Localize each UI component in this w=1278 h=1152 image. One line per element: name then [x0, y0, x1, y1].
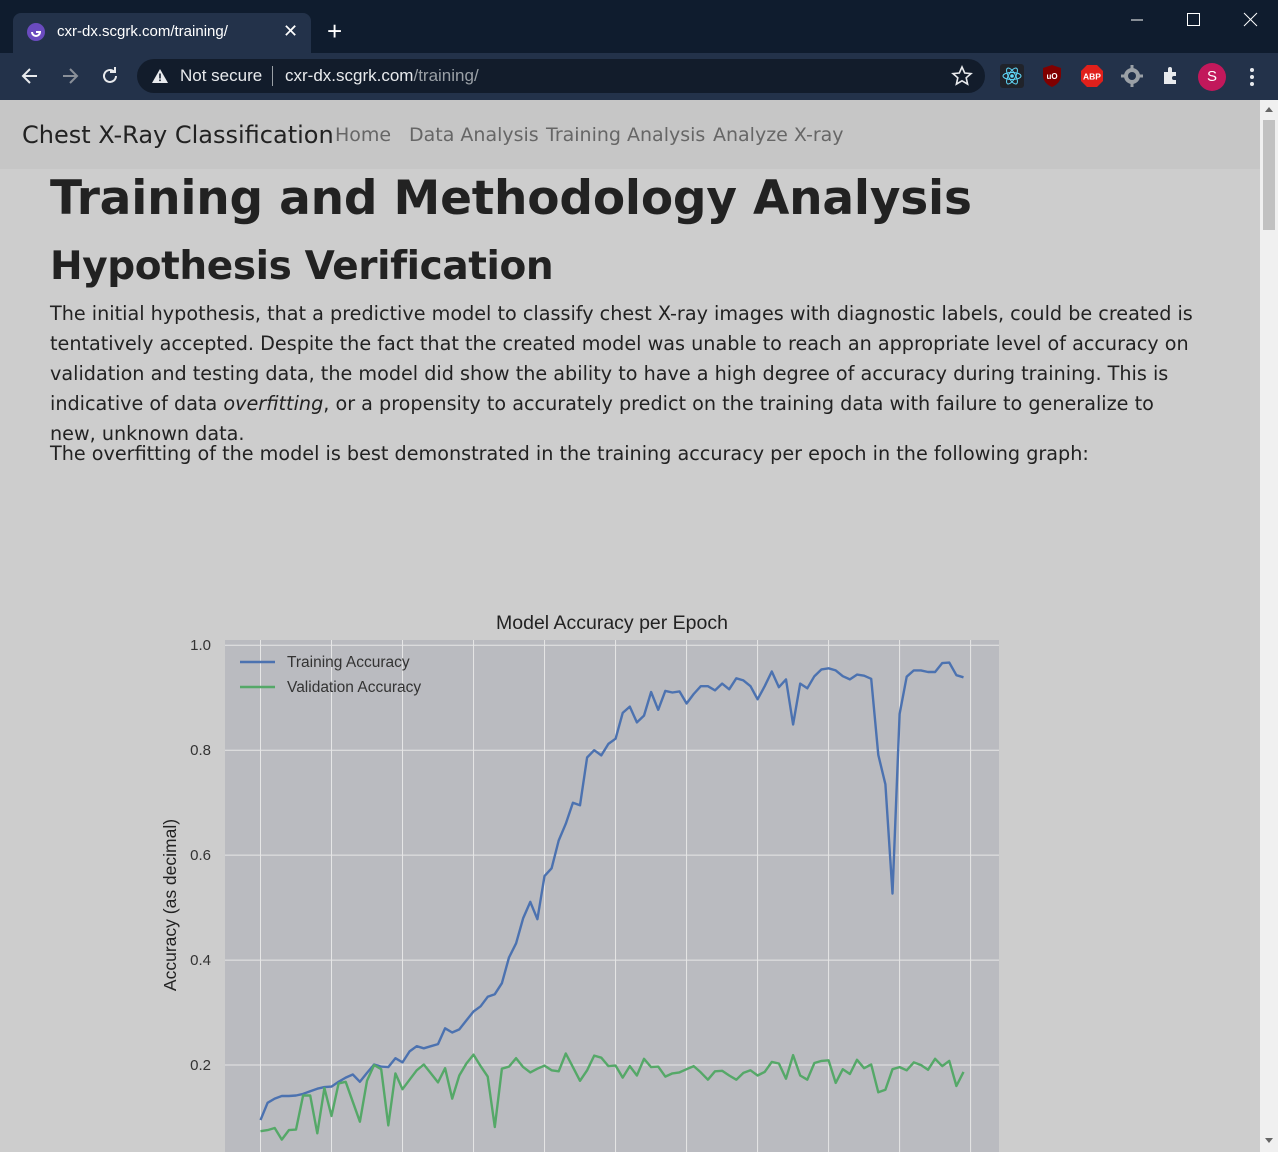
back-arrow-icon[interactable] [18, 64, 42, 88]
url-text[interactable]: cxr-dx.scgrk.com/training/ [285, 66, 479, 86]
abp-label: ABP [1083, 72, 1101, 82]
url-path: /training/ [413, 66, 478, 85]
minimize-icon[interactable] [1122, 6, 1152, 32]
react-devtools-icon[interactable] [1000, 64, 1024, 88]
overfitting-paragraph: The overfitting of the model is best dem… [50, 439, 1200, 469]
y-tick-label: 1.0 [190, 637, 211, 654]
url-host: cxr-dx.scgrk.com [285, 66, 413, 85]
hypothesis-paragraph: The initial hypothesis, that a predictiv… [50, 299, 1200, 449]
ublock-origin-icon[interactable]: uO [1040, 64, 1064, 88]
warning-icon[interactable] [151, 67, 169, 89]
reload-icon[interactable] [98, 64, 122, 88]
security-label[interactable]: Not secure [180, 66, 262, 86]
menu-dots-icon[interactable] [1242, 65, 1262, 89]
browser-tab[interactable]: cxr-dx.scgrk.com/training/ ✕ [13, 13, 311, 53]
overfitting-emphasis: overfitting [223, 392, 323, 415]
nav-link-data-analysis[interactable]: Data Analysis [409, 124, 539, 146]
site-navbar: Chest X-Ray Classification Home Data Ana… [0, 100, 1260, 169]
chart-title: Model Accuracy per Epoch [496, 612, 728, 634]
plot-background [225, 640, 999, 1152]
new-tab-button[interactable]: + [327, 16, 342, 46]
gear-extension-icon[interactable] [1120, 64, 1144, 88]
vertical-scrollbar[interactable] [1260, 100, 1278, 1152]
legend-label: Validation Accuracy [287, 679, 421, 696]
browser-titlebar: cxr-dx.scgrk.com/training/ ✕ + [0, 0, 1278, 56]
y-tick-label: 0.8 [190, 742, 211, 759]
address-bar[interactable]: Not secure cxr-dx.scgrk.com/training/ [137, 59, 985, 93]
accuracy-chart: 01020304050607080901000.20.40.60.81.0Mod… [150, 599, 1030, 1152]
y-tick-label: 0.4 [190, 952, 211, 969]
scrollbar-thumb[interactable] [1263, 120, 1275, 230]
scroll-down-arrow-icon[interactable] [1264, 1136, 1274, 1146]
browser-toolbar: Not secure cxr-dx.scgrk.com/training/ uO… [0, 53, 1278, 100]
y-tick-label: 0.6 [190, 847, 211, 864]
bookmark-star-icon[interactable] [951, 65, 973, 91]
puzzle-icon[interactable] [1160, 64, 1184, 88]
scroll-up-arrow-icon[interactable] [1264, 104, 1274, 114]
maximize-icon[interactable] [1178, 6, 1208, 32]
adblock-plus-icon[interactable]: ABP [1080, 64, 1104, 88]
tab-close-icon[interactable]: ✕ [283, 21, 298, 42]
legend-label: Training Accuracy [287, 654, 410, 671]
section-heading: Hypothesis Verification [50, 244, 553, 289]
y-axis-label: Accuracy (as decimal) [160, 819, 180, 991]
profile-avatar[interactable]: S [1198, 63, 1226, 91]
ublock-label: uO [1046, 72, 1057, 81]
address-separator [272, 66, 273, 86]
page-viewport: Chest X-Ray Classification Home Data Ana… [0, 100, 1260, 1152]
y-tick-label: 0.2 [190, 1057, 211, 1074]
forward-arrow-icon[interactable] [58, 64, 82, 88]
nav-link-training-analysis[interactable]: Training Analysis [546, 124, 705, 146]
navbar-brand[interactable]: Chest X-Ray Classification [22, 121, 334, 149]
nav-link-home[interactable]: Home [335, 124, 391, 146]
nav-link-analyze-xray[interactable]: Analyze X-ray [713, 124, 844, 146]
close-window-icon[interactable] [1235, 6, 1265, 32]
page-title: Training and Methodology Analysis [50, 171, 972, 226]
tab-title: cxr-dx.scgrk.com/training/ [57, 23, 228, 40]
site-favicon-icon [27, 23, 45, 41]
